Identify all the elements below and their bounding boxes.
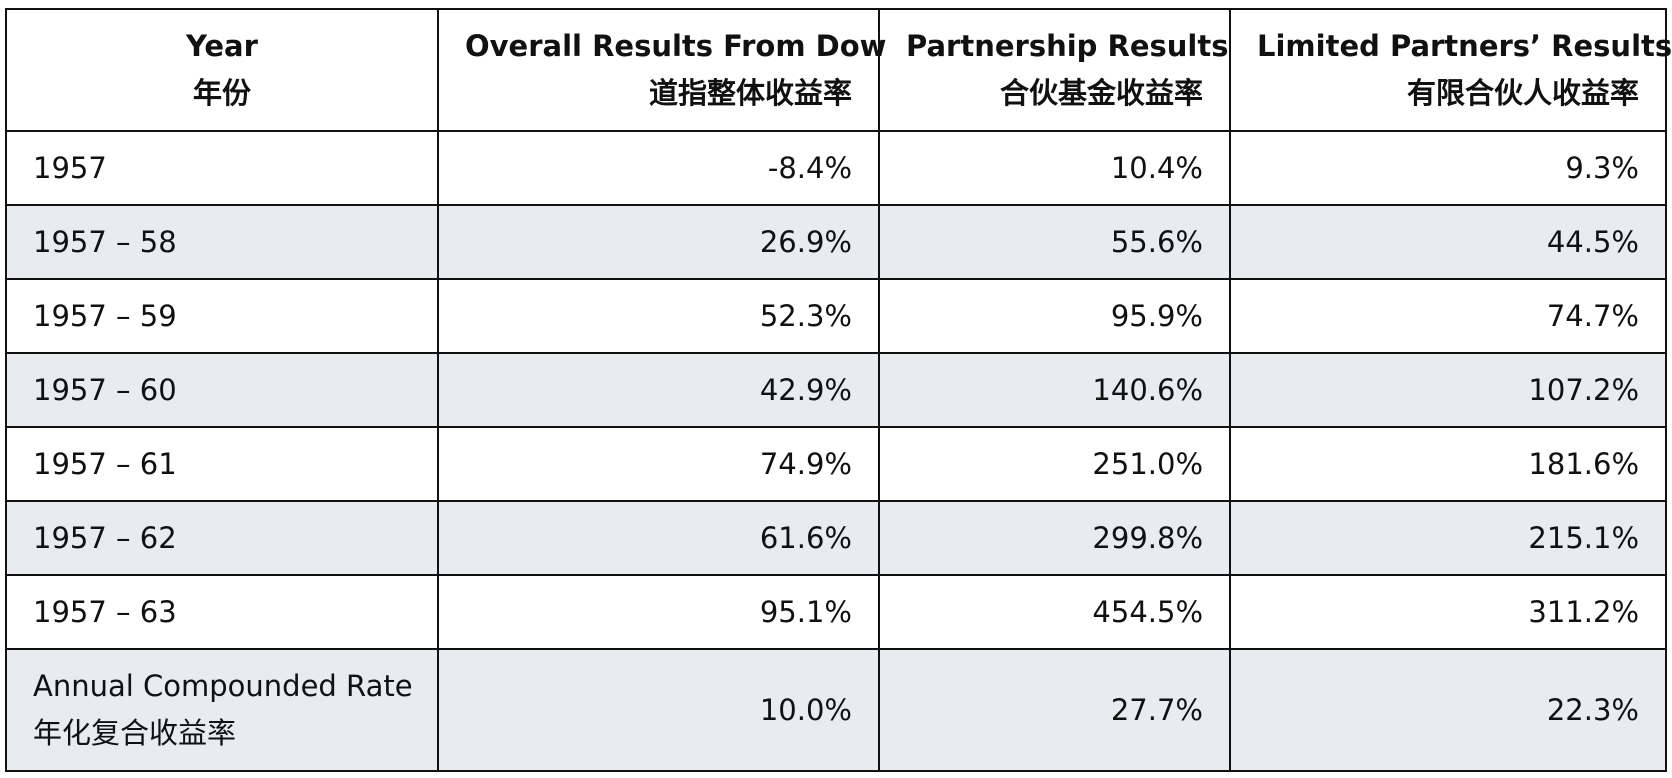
table-body: 1957 -8.4% 10.4% 9.3% 1957 – 58 26.9% 55… [5,130,1667,772]
header-limited: Limited Partners’ Results 有限合伙人收益率 [1229,8,1672,132]
table-row: 1957 – 61 74.9% 251.0% 181.6% [5,426,1667,502]
cell-limited: 107.2% [1229,352,1667,428]
cell-year: 1957 – 62 [5,500,439,576]
cell-dow: 52.3% [437,278,880,354]
header-dow: Overall Results From Dow 道指整体收益率 [437,8,887,132]
header-dow-en: Overall Results From Dow [465,29,887,63]
header-year-zh: 年份 [192,76,251,110]
results-table-container: Year 年份 Overall Results From Dow 道指整体收益率… [5,8,1672,772]
cell-partnership: 10.4% [878,130,1231,206]
table-header: Year 年份 Overall Results From Dow 道指整体收益率… [5,8,1672,132]
table-row: 1957 – 62 61.6% 299.8% 215.1% [5,500,1667,576]
cell-year: 1957 [5,130,439,206]
cell-limited: 215.1% [1229,500,1667,576]
header-limited-zh: 有限合伙人收益率 [1406,76,1639,110]
header-partnership-zh: 合伙基金收益率 [999,76,1203,110]
summary-label-zh: 年化复合收益率 [33,716,237,750]
cell-partnership: 299.8% [878,500,1231,576]
cell-year: 1957 – 60 [5,352,439,428]
cell-partnership: 55.6% [878,204,1231,280]
header-year: Year 年份 [5,8,439,132]
summary-partnership: 27.7% [878,648,1231,772]
cell-partnership: 251.0% [878,426,1231,502]
cell-limited: 9.3% [1229,130,1667,206]
cell-limited: 44.5% [1229,204,1667,280]
header-partnership-en: Partnership Results [906,29,1229,63]
cell-year: 1957 – 61 [5,426,439,502]
cell-dow: -8.4% [437,130,880,206]
summary-row: Annual Compounded Rate 年化复合收益率 10.0% 27.… [5,648,1667,772]
cell-partnership: 95.9% [878,278,1231,354]
summary-limited: 22.3% [1229,648,1667,772]
summary-dow: 10.0% [437,648,880,772]
header-partnership: Partnership Results 合伙基金收益率 [878,8,1231,132]
cell-dow: 61.6% [437,500,880,576]
header-row: Year 年份 Overall Results From Dow 道指整体收益率… [5,8,1672,132]
table-row: 1957 – 58 26.9% 55.6% 44.5% [5,204,1667,280]
cell-dow: 95.1% [437,574,880,650]
cell-year: 1957 – 58 [5,204,439,280]
cell-partnership: 454.5% [878,574,1231,650]
summary-label-en: Annual Compounded Rate [33,669,413,703]
table-row: 1957 – 60 42.9% 140.6% 107.2% [5,352,1667,428]
cell-limited: 311.2% [1229,574,1667,650]
cell-year: 1957 – 59 [5,278,439,354]
table-row: 1957 -8.4% 10.4% 9.3% [5,130,1667,206]
cell-limited: 181.6% [1229,426,1667,502]
cell-dow: 26.9% [437,204,880,280]
cell-dow: 74.9% [437,426,880,502]
cell-limited: 74.7% [1229,278,1667,354]
summary-label: Annual Compounded Rate 年化复合收益率 [5,648,439,772]
table-row: 1957 – 63 95.1% 454.5% 311.2% [5,574,1667,650]
cell-dow: 42.9% [437,352,880,428]
results-table: Year 年份 Overall Results From Dow 道指整体收益率… [5,8,1672,772]
table-row: 1957 – 59 52.3% 95.9% 74.7% [5,278,1667,354]
cell-year: 1957 – 63 [5,574,439,650]
header-dow-zh: 道指整体收益率 [648,76,852,110]
header-limited-en: Limited Partners’ Results [1257,29,1672,63]
header-year-en: Year [186,29,258,63]
cell-partnership: 140.6% [878,352,1231,428]
